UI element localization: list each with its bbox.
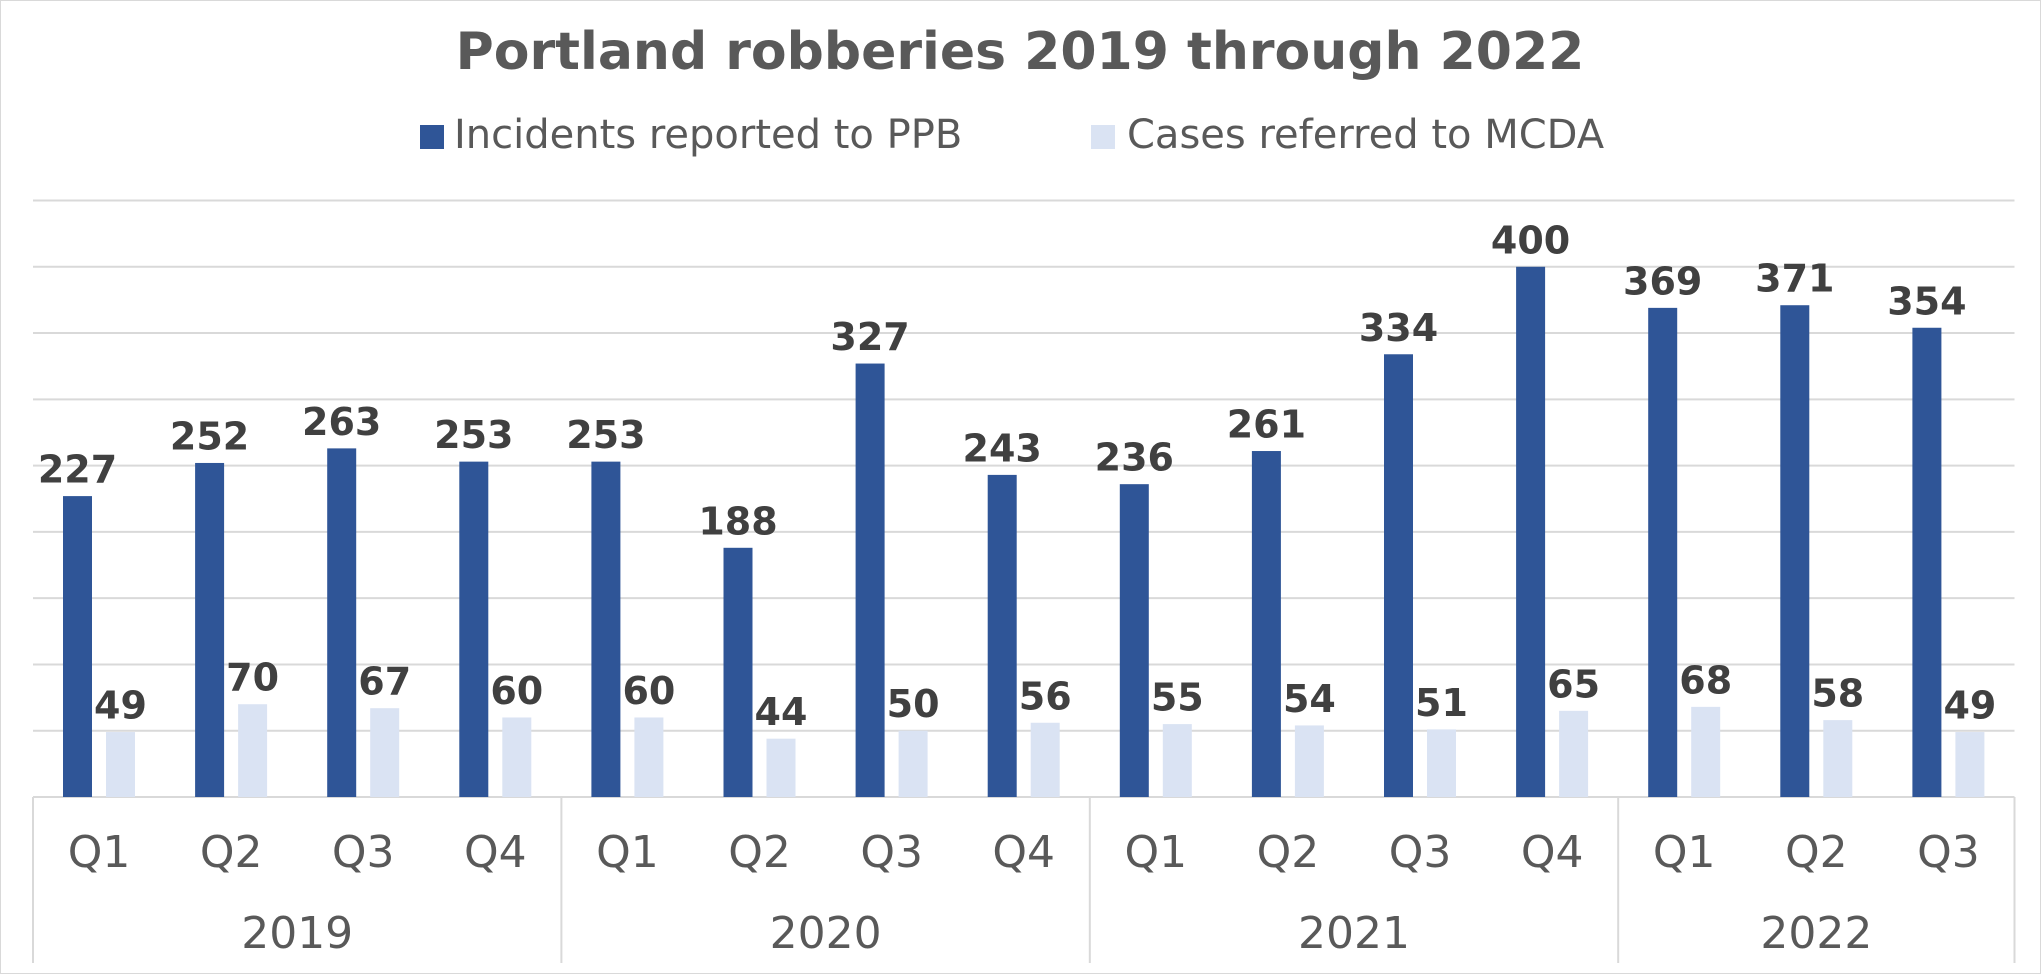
bar xyxy=(1427,729,1456,797)
x-tick-label: Q1 xyxy=(1125,827,1188,878)
x-tick-label: Q2 xyxy=(200,827,263,878)
bar xyxy=(238,704,268,797)
x-tick-label: Q3 xyxy=(1917,827,1980,878)
bar xyxy=(1912,327,1942,797)
bar xyxy=(855,363,885,797)
bar xyxy=(987,474,1017,797)
bar xyxy=(1294,725,1324,797)
x-tick-label: Q4 xyxy=(464,827,527,878)
x-tick-label: Q2 xyxy=(1785,827,1848,878)
bar xyxy=(1119,484,1149,797)
data-label: 51 xyxy=(1415,681,1468,725)
data-label: 49 xyxy=(1943,684,1996,728)
bar xyxy=(1648,307,1678,797)
data-label: 252 xyxy=(170,414,249,458)
bar xyxy=(1384,354,1413,797)
group-label: 2022 xyxy=(1760,908,1872,959)
data-label: 253 xyxy=(434,413,513,457)
bar xyxy=(591,461,621,797)
bar xyxy=(1823,720,1853,797)
data-label: 400 xyxy=(1491,218,1570,262)
data-label: 49 xyxy=(94,684,147,728)
bar xyxy=(766,738,796,797)
legend-label: Incidents reported to PPB xyxy=(454,112,962,158)
bar xyxy=(1516,266,1546,797)
bar xyxy=(370,708,400,797)
x-tick-label: Q1 xyxy=(68,827,131,878)
data-label: 243 xyxy=(963,426,1042,470)
bar xyxy=(723,547,753,797)
bar xyxy=(63,496,92,797)
data-label: 50 xyxy=(887,682,940,726)
x-tick-label: Q4 xyxy=(1521,827,1584,878)
data-label: 327 xyxy=(830,315,909,359)
bar xyxy=(1162,724,1192,797)
data-label: 44 xyxy=(755,690,808,734)
legend-swatch xyxy=(420,125,444,149)
data-label: 253 xyxy=(566,413,645,457)
group-label: 2019 xyxy=(241,908,353,959)
data-label: 54 xyxy=(1283,677,1336,721)
data-label: 56 xyxy=(1019,674,1072,718)
data-label: 68 xyxy=(1679,658,1732,702)
data-label: 65 xyxy=(1547,662,1600,706)
x-tick-label: Q2 xyxy=(1257,827,1320,878)
legend-swatch xyxy=(1091,125,1115,149)
bar xyxy=(1559,710,1589,797)
bar xyxy=(1691,706,1721,797)
data-label: 354 xyxy=(1887,279,1966,323)
data-label: 334 xyxy=(1359,306,1438,350)
bar xyxy=(898,730,928,797)
data-label: 263 xyxy=(302,400,381,444)
x-tick-label: Q1 xyxy=(1653,827,1716,878)
bar xyxy=(1030,722,1060,797)
bar xyxy=(1955,732,1985,797)
data-label: 55 xyxy=(1151,676,1204,720)
data-label: 369 xyxy=(1623,259,1702,303)
legend-label: Cases referred to MCDA xyxy=(1127,112,1605,158)
bar xyxy=(327,448,357,797)
x-tick-label: Q3 xyxy=(332,827,395,878)
data-label: 261 xyxy=(1227,403,1306,447)
chart-title: Portland robberies 2019 through 2022 xyxy=(456,22,1585,82)
group-label: 2021 xyxy=(1298,908,1410,959)
data-label: 67 xyxy=(358,660,411,704)
x-tick-label: Q1 xyxy=(596,827,659,878)
bar xyxy=(502,717,532,797)
data-label: 60 xyxy=(490,669,543,713)
data-label: 188 xyxy=(698,499,777,543)
data-label: 227 xyxy=(38,448,117,492)
bar xyxy=(634,717,664,797)
bar xyxy=(459,461,489,797)
bar xyxy=(1251,451,1281,797)
data-label: 70 xyxy=(226,656,279,700)
x-tick-label: Q3 xyxy=(860,827,923,878)
data-label: 60 xyxy=(622,669,675,713)
bar xyxy=(195,462,225,797)
x-tick-label: Q3 xyxy=(1389,827,1452,878)
data-label: 58 xyxy=(1811,672,1864,716)
bar xyxy=(1780,305,1810,797)
x-tick-label: Q4 xyxy=(992,827,1055,878)
bar xyxy=(106,732,135,797)
x-tick-label: Q2 xyxy=(728,827,791,878)
data-label: 371 xyxy=(1755,257,1834,301)
group-label: 2020 xyxy=(770,908,882,959)
data-label: 236 xyxy=(1095,436,1174,480)
